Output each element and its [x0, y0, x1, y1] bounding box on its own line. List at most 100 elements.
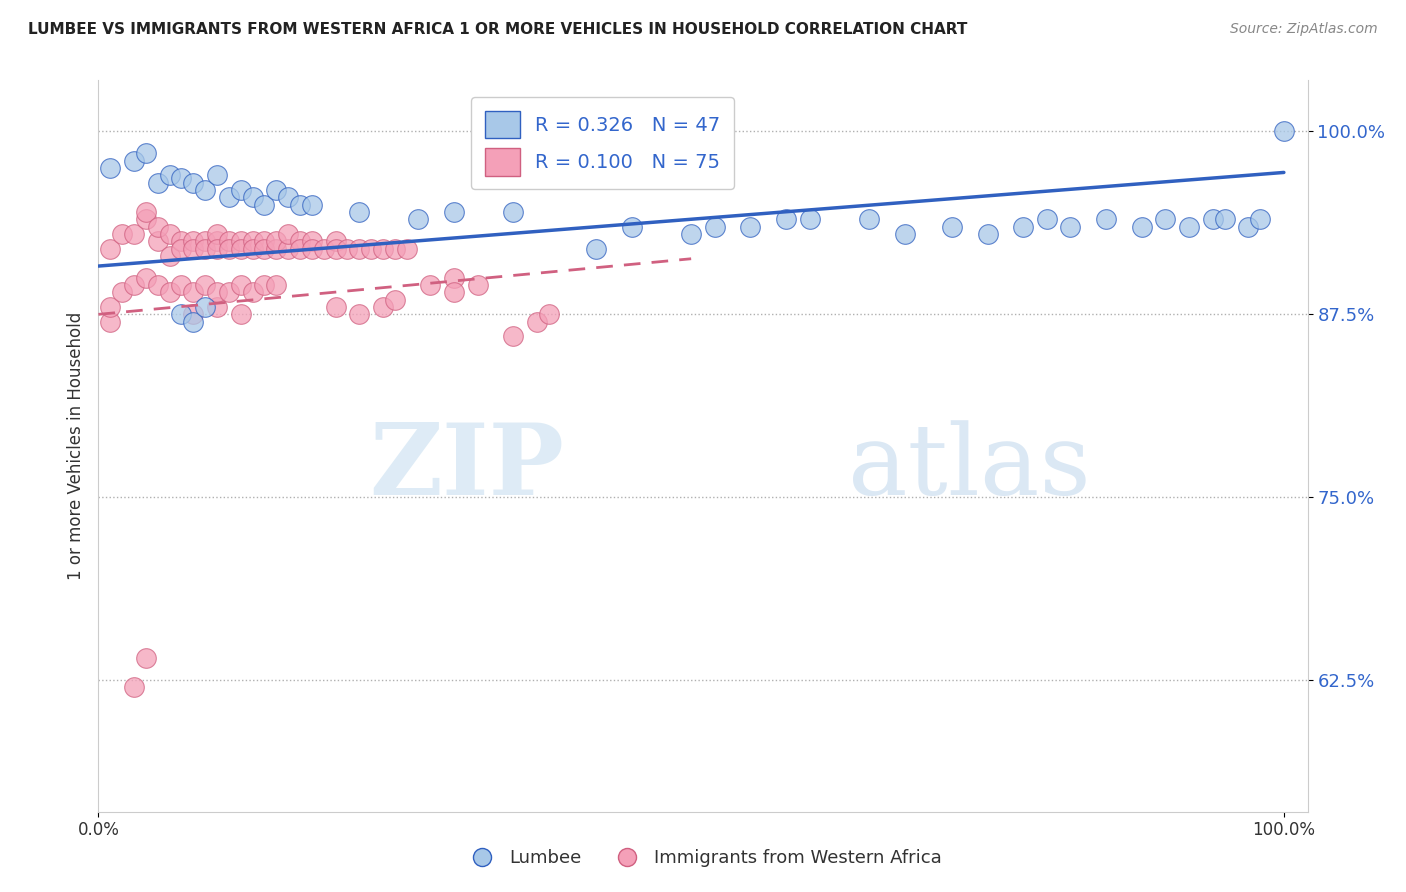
Point	[467, 278, 489, 293]
Point	[98, 300, 121, 314]
Point	[242, 190, 264, 204]
Point	[443, 285, 465, 300]
Point	[301, 197, 323, 211]
Point	[194, 183, 217, 197]
Point	[799, 212, 821, 227]
Point	[1202, 212, 1225, 227]
Point	[111, 285, 134, 300]
Point	[288, 234, 311, 248]
Point	[98, 242, 121, 256]
Point	[1095, 212, 1118, 227]
Legend: Lumbee, Immigrants from Western Africa: Lumbee, Immigrants from Western Africa	[457, 842, 949, 874]
Point	[181, 242, 204, 256]
Point	[159, 227, 181, 241]
Point	[526, 315, 548, 329]
Point	[620, 219, 643, 234]
Point	[537, 307, 560, 321]
Point	[312, 242, 335, 256]
Point	[264, 183, 287, 197]
Point	[181, 234, 204, 248]
Point	[170, 242, 193, 256]
Point	[229, 307, 252, 321]
Point	[242, 234, 264, 248]
Point	[135, 146, 157, 161]
Point	[1237, 219, 1260, 234]
Point	[502, 205, 524, 219]
Point	[159, 285, 181, 300]
Point	[277, 227, 299, 241]
Point	[170, 234, 193, 248]
Point	[122, 227, 145, 241]
Point	[264, 234, 287, 248]
Point	[170, 278, 193, 293]
Point	[181, 285, 204, 300]
Point	[740, 219, 762, 234]
Point	[181, 176, 204, 190]
Point	[146, 219, 169, 234]
Point	[194, 278, 217, 293]
Point	[146, 234, 169, 248]
Point	[194, 234, 217, 248]
Point	[181, 307, 204, 321]
Point	[242, 242, 264, 256]
Point	[893, 227, 915, 241]
Point	[98, 315, 121, 329]
Point	[122, 681, 145, 695]
Point	[1036, 212, 1059, 227]
Point	[122, 153, 145, 168]
Point	[146, 176, 169, 190]
Point	[194, 300, 217, 314]
Point	[218, 234, 240, 248]
Point	[419, 278, 441, 293]
Point	[288, 242, 311, 256]
Point	[858, 212, 880, 227]
Point	[371, 300, 394, 314]
Point	[205, 169, 228, 183]
Point	[360, 242, 382, 256]
Point	[218, 285, 240, 300]
Point	[229, 278, 252, 293]
Point	[443, 270, 465, 285]
Point	[205, 227, 228, 241]
Point	[205, 242, 228, 256]
Point	[205, 234, 228, 248]
Point	[135, 205, 157, 219]
Point	[264, 278, 287, 293]
Point	[98, 161, 121, 175]
Point	[941, 219, 963, 234]
Point	[301, 234, 323, 248]
Point	[229, 242, 252, 256]
Point	[135, 270, 157, 285]
Point	[1130, 219, 1153, 234]
Point	[253, 234, 276, 248]
Point	[218, 242, 240, 256]
Point	[194, 242, 217, 256]
Point	[1272, 124, 1295, 138]
Point	[585, 242, 607, 256]
Point	[205, 285, 228, 300]
Point	[229, 234, 252, 248]
Point	[205, 300, 228, 314]
Text: Source: ZipAtlas.com: Source: ZipAtlas.com	[1230, 22, 1378, 37]
Point	[242, 285, 264, 300]
Point	[288, 197, 311, 211]
Point	[681, 227, 703, 241]
Point	[181, 315, 204, 329]
Point	[135, 212, 157, 227]
Point	[976, 227, 998, 241]
Point	[347, 205, 370, 219]
Point	[159, 169, 181, 183]
Point	[1249, 212, 1271, 227]
Point	[218, 190, 240, 204]
Legend: R = 0.326   N = 47, R = 0.100   N = 75: R = 0.326 N = 47, R = 0.100 N = 75	[471, 97, 734, 189]
Point	[146, 278, 169, 293]
Point	[347, 242, 370, 256]
Text: atlas: atlas	[848, 420, 1091, 516]
Point	[371, 242, 394, 256]
Text: LUMBEE VS IMMIGRANTS FROM WESTERN AFRICA 1 OR MORE VEHICLES IN HOUSEHOLD CORRELA: LUMBEE VS IMMIGRANTS FROM WESTERN AFRICA…	[28, 22, 967, 37]
Y-axis label: 1 or more Vehicles in Household: 1 or more Vehicles in Household	[66, 312, 84, 580]
Point	[325, 300, 347, 314]
Point	[253, 197, 276, 211]
Point	[1012, 219, 1035, 234]
Point	[253, 242, 276, 256]
